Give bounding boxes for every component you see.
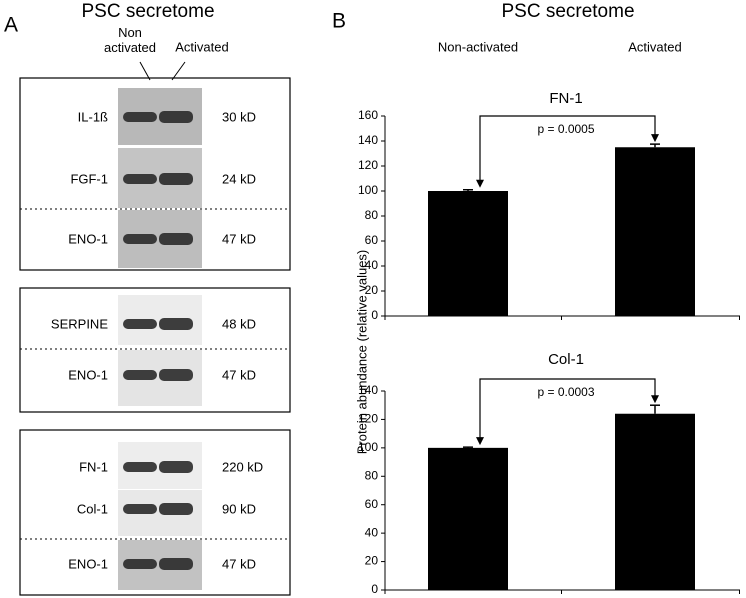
blot-band [159, 461, 193, 473]
lane-label: Non activated [103, 25, 157, 55]
blot-box [19, 77, 291, 271]
lane-marker [139, 61, 151, 81]
protein-label: FN-1 [79, 459, 108, 474]
blot-band [159, 173, 193, 185]
blot-band [123, 462, 157, 472]
blot-band [123, 370, 157, 380]
protein-label: IL-1ß [78, 109, 108, 124]
y-tick-label: 120 [358, 158, 378, 172]
lane-label-box: Non activated [103, 25, 157, 55]
y-tick-label: 40 [365, 258, 379, 272]
panel-label: B [332, 10, 346, 33]
bar [615, 147, 695, 316]
y-tick-label: 40 [365, 525, 379, 539]
y-tick-label: 80 [365, 208, 379, 222]
arrow-head [651, 134, 659, 143]
y-tick-label: 60 [365, 497, 379, 511]
bar [428, 191, 508, 316]
size-label: 48 kD [222, 316, 256, 331]
chart-title: FN-1 [549, 90, 582, 107]
size-label: 24 kD [222, 171, 256, 186]
size-label: 220 kD [222, 459, 263, 474]
y-tick-label: 20 [365, 554, 379, 568]
blot-band [159, 503, 193, 515]
chart-title: Col-1 [548, 351, 584, 368]
blot-band [123, 319, 157, 329]
y-tick-label: 140 [358, 383, 378, 397]
lane-label: Activated [175, 39, 228, 54]
arrow-head [476, 179, 484, 188]
panel-title: PSC secretome [81, 1, 214, 22]
y-tick-label: 120 [358, 412, 378, 426]
protein-label: FGF-1 [70, 171, 108, 186]
blot-band [123, 112, 157, 122]
blot-band [123, 174, 157, 184]
arrow-head [476, 437, 484, 446]
bracket [479, 378, 656, 442]
protein-label: ENO-1 [68, 231, 108, 246]
category-label: Activated [628, 39, 681, 54]
blot-band [159, 369, 193, 381]
y-tick-label: 160 [358, 108, 378, 122]
y-tick-label: 20 [365, 283, 379, 297]
y-tick-label: 140 [358, 133, 378, 147]
protein-label: ENO-1 [68, 367, 108, 382]
bracket [479, 115, 656, 184]
y-tick-label: 0 [371, 582, 378, 596]
blot-box [19, 429, 291, 596]
protein-label: ENO-1 [68, 556, 108, 571]
blot-band [159, 111, 193, 123]
protein-label: SERPINE [51, 316, 108, 331]
category-label: Non-activated [438, 39, 518, 54]
y-tick-label: 80 [365, 468, 379, 482]
y-tick-label: 60 [365, 233, 379, 247]
panel-label: A [4, 14, 18, 37]
y-tick-label: 100 [358, 183, 378, 197]
blot-band [159, 558, 193, 570]
blot-band [123, 559, 157, 569]
annotation: p = 0.0005 [537, 122, 594, 136]
y-tick-label: 0 [371, 308, 378, 322]
blot-band [159, 318, 193, 330]
size-label: 47 kD [222, 231, 256, 246]
y-tick-label: 100 [358, 440, 378, 454]
annotation: p = 0.0003 [537, 385, 594, 399]
size-label: 47 kD [222, 367, 256, 382]
size-label: 90 kD [222, 501, 256, 516]
blot-band [159, 233, 193, 245]
blot-band [123, 234, 157, 244]
blot-band [123, 504, 157, 514]
size-label: 47 kD [222, 556, 256, 571]
size-label: 30 kD [222, 109, 256, 124]
protein-label: Col-1 [77, 501, 108, 516]
bar [615, 413, 695, 590]
arrow-head [651, 395, 659, 404]
panel-title: PSC secretome [501, 1, 634, 22]
bar [428, 447, 508, 590]
lane-marker [171, 61, 186, 81]
y-axis-label: Protein abundance (relative values) [354, 250, 369, 455]
blot-box [19, 287, 291, 413]
